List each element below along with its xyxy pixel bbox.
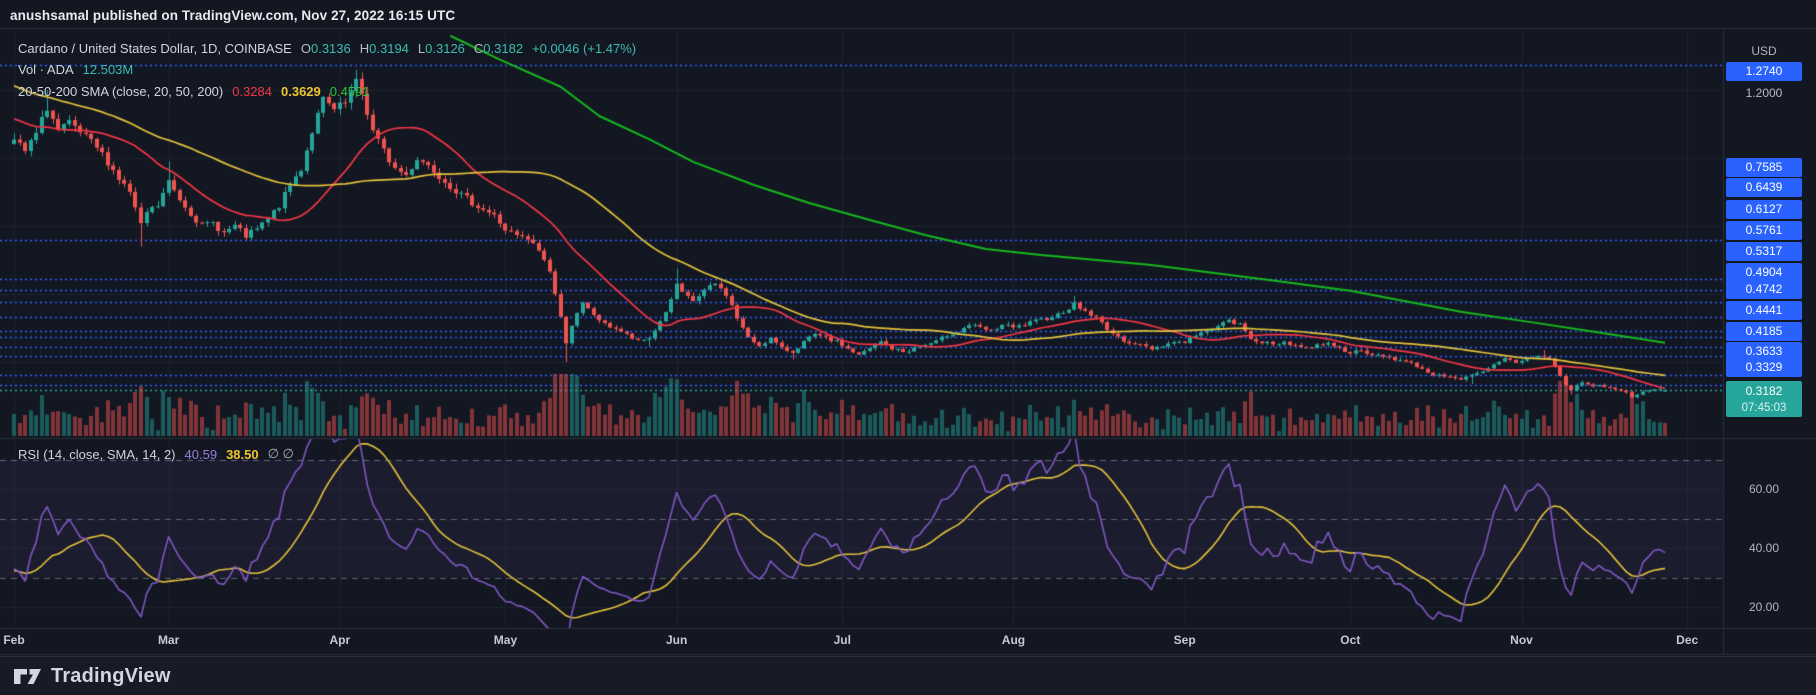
sma20-value: 0.3284 <box>232 84 272 99</box>
price-level-label: 1.2740 <box>1726 61 1802 81</box>
tradingview-logo-icon[interactable] <box>13 668 42 685</box>
month-tick-mar[interactable]: Mar <box>157 633 180 647</box>
price-level-label: 0.4441 <box>1726 300 1802 320</box>
month-tick-feb[interactable]: Feb <box>3 633 25 647</box>
price-level-label: 0.5317 <box>1726 241 1802 261</box>
month-tick-sep[interactable]: Sep <box>1173 633 1196 647</box>
rsi-extra-values: ∅ ∅ <box>267 446 294 461</box>
ohlc-close: C0.3182 <box>473 41 524 56</box>
current-price-label: 0.3182 07:45:03 <box>1726 381 1802 417</box>
rsi-value: 40.59 <box>184 446 218 462</box>
price-level-label: 1.2000 <box>1745 85 1783 100</box>
month-tick-apr[interactable]: Apr <box>329 633 351 647</box>
month-tick-oct[interactable]: Oct <box>1340 633 1361 647</box>
tradingview-brand[interactable]: TradingView <box>51 664 171 687</box>
rsi-scale-label: 60.00 <box>1748 482 1780 497</box>
ohlc-high: H0.3194 <box>359 41 409 56</box>
symbol-title: Cardano / United States Dollar, 1D, COIN… <box>18 41 292 56</box>
price-level-label: 0.4185 <box>1726 321 1802 341</box>
bar-countdown: 07:45:03 <box>1741 402 1787 414</box>
rsi-sma-value: 38.50 <box>226 446 259 462</box>
month-tick-aug[interactable]: Aug <box>1001 633 1026 647</box>
price-level-label: 0.7585 <box>1726 157 1802 177</box>
rsi-scale-label: 20.00 <box>1748 600 1780 615</box>
month-tick-dec[interactable]: Dec <box>1676 633 1699 647</box>
month-tick-nov[interactable]: Nov <box>1510 633 1533 647</box>
ohlc-open: O0.3136 <box>300 41 351 56</box>
sma-label: 20-50-200 SMA (close, 20, 50, 200) <box>18 84 224 99</box>
current-price-value: 0.3182 <box>1745 384 1783 398</box>
price-level-label: 0.3329 <box>1726 357 1802 377</box>
price-level-label: 0.5761 <box>1726 220 1802 240</box>
month-tick-jun[interactable]: Jun <box>665 633 688 647</box>
symbol-legend[interactable]: Cardano / United States Dollar, 1D, COIN… <box>18 41 636 56</box>
volume-value: 12.503M <box>82 62 134 77</box>
month-tick-jul[interactable]: Jul <box>833 633 851 647</box>
price-level-label: 0.4742 <box>1726 279 1802 299</box>
sma200-value: 0.4591 <box>329 84 370 99</box>
price-level-label: 0.4904 <box>1726 262 1802 282</box>
price-level-label: 0.6439 <box>1726 177 1802 197</box>
sma50-value: 0.3629 <box>281 84 321 99</box>
rsi-legend[interactable]: RSI (14, close, SMA, 14, 2) 40.59 38.50 … <box>18 446 294 462</box>
sma-legend[interactable]: 20-50-200 SMA (close, 20, 50, 200) 0.328… <box>18 84 370 99</box>
price-change: +0.0046 (+1.47%) <box>532 41 637 56</box>
ohlc-low: L0.3126 <box>417 41 465 56</box>
price-level-label: 0.6127 <box>1726 199 1802 219</box>
month-tick-may[interactable]: May <box>493 633 518 647</box>
volume-legend[interactable]: Vol · ADA 12.503M <box>18 62 133 77</box>
rsi-label: RSI (14, close, SMA, 14, 2) <box>18 446 176 462</box>
price-level-label: 0.3633 <box>1726 341 1802 361</box>
published-byline: anushsamal published on TradingView.com,… <box>10 8 456 23</box>
currency-label: USD <box>1751 44 1777 58</box>
volume-label: Vol · ADA <box>18 62 74 77</box>
footer-bar: TradingView <box>0 656 1816 695</box>
rsi-scale-label: 40.00 <box>1748 541 1780 556</box>
